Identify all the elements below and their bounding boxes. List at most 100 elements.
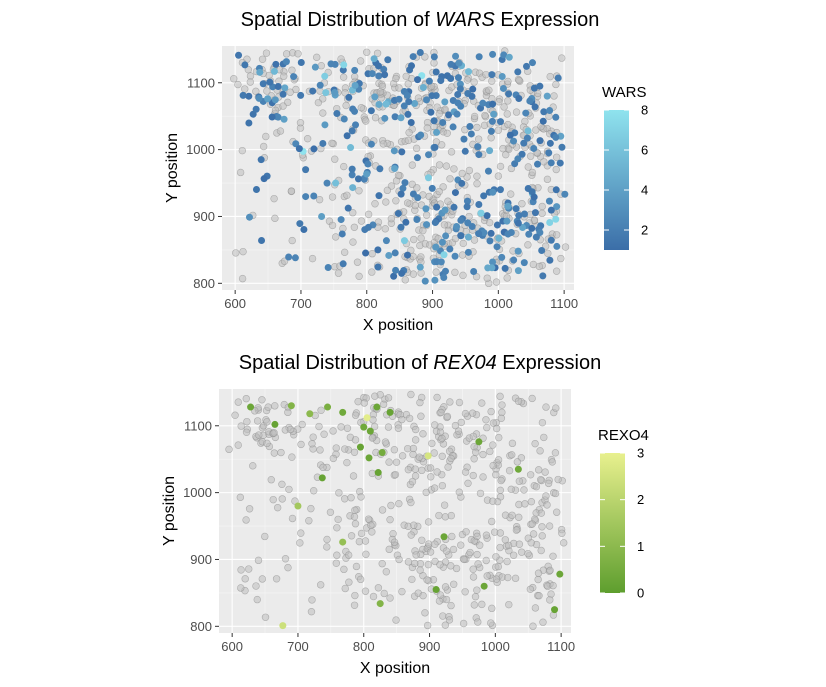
background-point: [314, 98, 323, 107]
expression-point: [519, 224, 527, 232]
background-point: [255, 431, 263, 439]
background-point: [498, 401, 506, 409]
background-point: [287, 187, 296, 195]
expression-point: [318, 474, 326, 482]
background-point: [380, 589, 388, 598]
expression-point: [545, 149, 553, 157]
background-point: [487, 407, 495, 416]
expression-point: [547, 159, 555, 167]
expression-point: [479, 99, 487, 107]
expression-point: [498, 253, 506, 261]
expression-point: [488, 71, 496, 79]
expression-point: [522, 62, 530, 70]
expression-point: [510, 137, 518, 145]
background-point: [426, 464, 435, 472]
background-point: [471, 448, 480, 456]
expression-point: [521, 210, 529, 218]
background-point: [382, 198, 390, 206]
expression-point: [374, 263, 382, 271]
background-point: [421, 609, 429, 617]
expression-point: [530, 144, 538, 152]
background-point: [508, 451, 516, 459]
expression-point: [245, 92, 253, 100]
background-point: [473, 532, 481, 541]
background-point: [242, 394, 250, 403]
background-point: [408, 477, 417, 486]
background-point: [288, 514, 297, 523]
expression-point: [475, 438, 483, 446]
background-point: [478, 600, 486, 609]
expression-point: [347, 144, 355, 152]
background-point: [482, 531, 491, 539]
expression-point: [503, 217, 511, 225]
expression-point: [235, 51, 243, 59]
expression-point: [498, 72, 506, 80]
x-tick-label: 1000: [481, 639, 510, 654]
expression-point: [245, 119, 253, 127]
background-point: [288, 66, 296, 74]
background-point: [483, 274, 491, 282]
background-point: [528, 168, 537, 177]
background-point: [496, 543, 504, 552]
expression-point: [287, 402, 295, 410]
expression-point: [382, 100, 390, 108]
background-point: [368, 268, 376, 276]
background-point: [308, 440, 316, 448]
background-point: [315, 195, 324, 204]
background-point: [317, 62, 326, 70]
background-point: [470, 455, 478, 463]
background-point: [521, 500, 529, 508]
background-point: [350, 223, 359, 231]
x-tick-label: 700: [287, 639, 309, 654]
background-point: [539, 618, 547, 626]
background-point: [353, 258, 362, 266]
expression-point: [352, 121, 360, 129]
background-point: [374, 584, 383, 592]
expression-point: [404, 110, 412, 118]
expression-point: [331, 89, 339, 97]
background-point: [424, 560, 433, 569]
background-point: [436, 591, 445, 599]
expression-point: [545, 197, 553, 205]
legend-colorbar: [600, 453, 625, 593]
expression-point: [532, 233, 540, 241]
background-point: [404, 136, 413, 145]
background-point: [379, 140, 387, 148]
background-point: [459, 271, 467, 280]
background-point: [316, 581, 325, 589]
background-point: [332, 559, 341, 567]
background-point: [373, 49, 382, 57]
background-point: [383, 186, 392, 195]
legend-label: 4: [641, 183, 648, 198]
expression-point: [489, 258, 497, 266]
background-point: [378, 506, 387, 514]
background-point: [285, 485, 293, 494]
background-point: [504, 77, 512, 86]
expression-point: [486, 147, 494, 155]
background-point: [440, 221, 449, 229]
background-point: [384, 423, 393, 431]
background-point: [461, 126, 469, 134]
expression-point: [321, 72, 329, 80]
legend-label: 6: [641, 143, 648, 158]
background-point: [435, 511, 443, 520]
background-point: [417, 234, 425, 242]
background-point: [354, 397, 362, 406]
background-point: [337, 55, 345, 63]
expression-point: [274, 83, 282, 91]
background-point: [410, 235, 418, 244]
expression-point: [518, 150, 526, 158]
background-point: [496, 392, 504, 401]
expression-point: [407, 119, 415, 127]
expression-point: [351, 81, 359, 89]
expression-point: [440, 251, 448, 259]
background-point: [378, 560, 386, 568]
background-point: [319, 463, 327, 472]
background-point: [441, 105, 449, 114]
expression-point: [339, 66, 347, 74]
expression-point: [266, 78, 274, 86]
background-point: [515, 513, 523, 522]
expression-point: [362, 249, 370, 257]
chart-title: Spatial Distribution of WARS Expression: [241, 9, 600, 31]
background-point: [303, 134, 312, 143]
